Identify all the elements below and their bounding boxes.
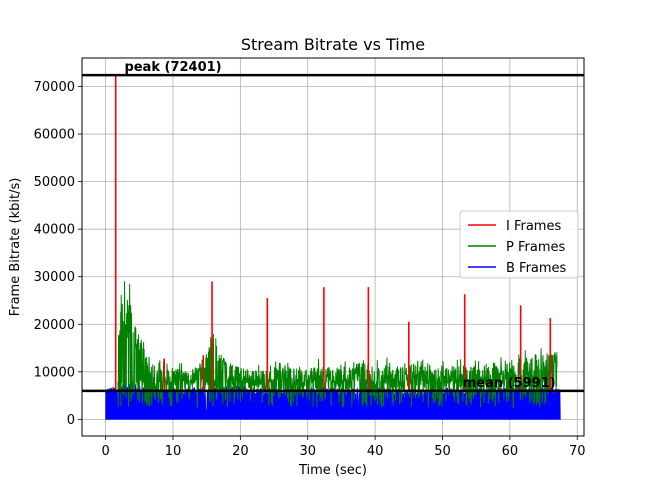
x-tick-label: 20 bbox=[232, 444, 249, 459]
legend-entry: B Frames bbox=[506, 261, 567, 276]
y-tick-label: 30000 bbox=[34, 270, 75, 285]
x-tick-label: 10 bbox=[165, 444, 182, 459]
legend-box bbox=[459, 210, 579, 279]
y-tick-label: 20000 bbox=[34, 318, 75, 333]
x-tick-label: 50 bbox=[434, 444, 451, 459]
mean-annotation: mean (5991) bbox=[463, 376, 556, 391]
axis-ticks: 0 10 20 30 40 50 60 70 0 10000 20000 30000 40000 5000… bbox=[34, 80, 586, 459]
x-tick-label: 0 bbox=[101, 444, 109, 459]
x-tick-label: 30 bbox=[299, 444, 316, 459]
plot-frame bbox=[81, 57, 585, 437]
chart-title: Stream Bitrate vs Time bbox=[241, 35, 425, 54]
y-tick-label: 0 bbox=[67, 413, 75, 428]
y-tick-label: 10000 bbox=[34, 365, 75, 380]
y-tick-label: 70000 bbox=[34, 80, 75, 95]
y-tick-label: 60000 bbox=[34, 128, 75, 143]
x-axis-label: Time (sec) bbox=[298, 463, 367, 478]
y-axis-label: Frame Bitrate (kbit/s) bbox=[8, 178, 23, 317]
legend: I Frames P Frames B Frames bbox=[459, 210, 579, 279]
reference-lines: peak (72401) mean (5991) bbox=[82, 60, 584, 393]
legend-entry: P Frames bbox=[506, 240, 565, 255]
peak-annotation: peak (72401) bbox=[124, 60, 221, 75]
x-tick-label: 70 bbox=[569, 444, 586, 459]
x-tick-label: 40 bbox=[367, 444, 384, 459]
legend-entry: I Frames bbox=[506, 219, 561, 234]
y-tick-label: 50000 bbox=[34, 175, 75, 190]
y-tick-label: 40000 bbox=[34, 223, 75, 238]
x-tick-label: 60 bbox=[502, 444, 519, 459]
